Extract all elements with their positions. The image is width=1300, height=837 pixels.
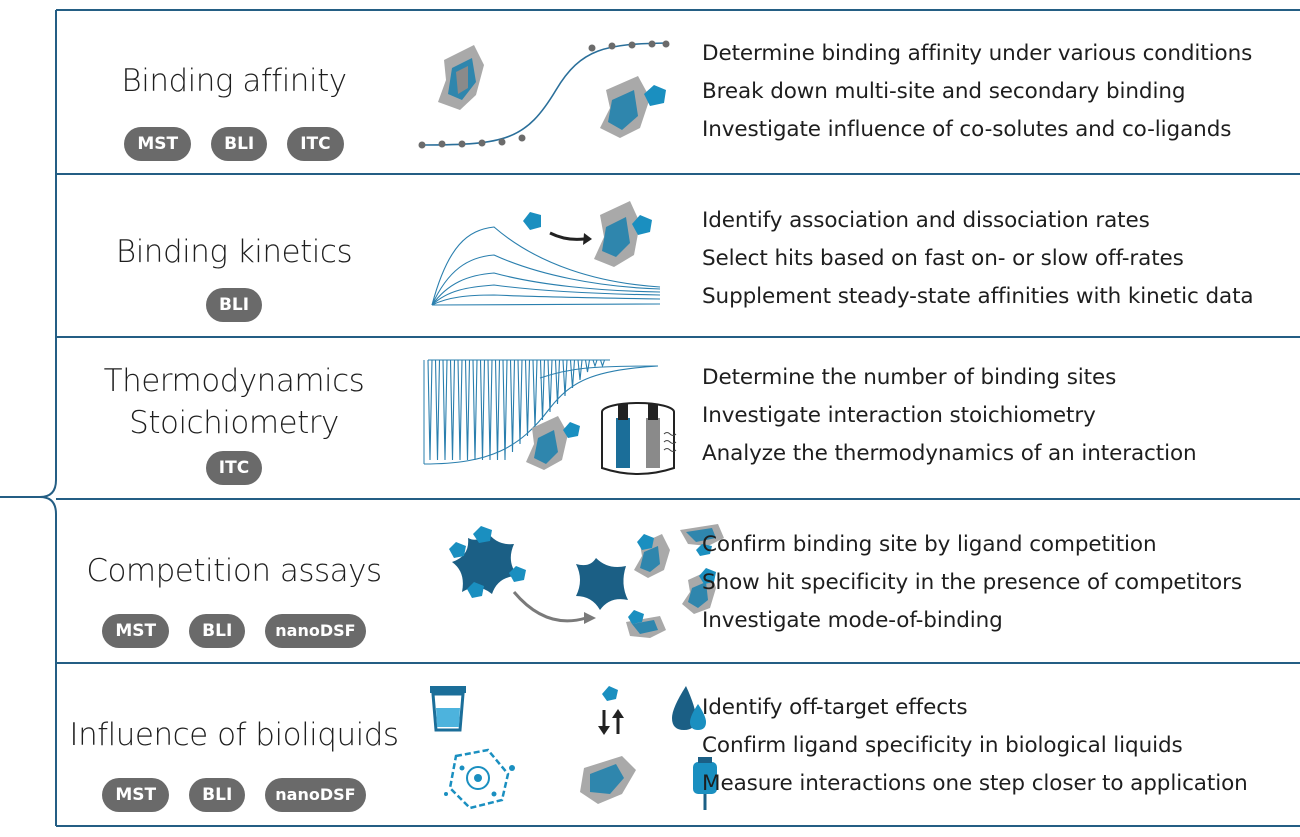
droplets-icon: [672, 686, 706, 730]
row-title-line: Thermodynamics: [103, 363, 365, 399]
row-competition-assays: Competition assays MST BLI nanoDSF: [56, 500, 1300, 662]
row-title-line: Binding affinity: [121, 63, 347, 99]
ligand-icon: [602, 686, 618, 701]
tag-itc: ITC: [205, 451, 263, 485]
bullet-item: Investigate mode-of-binding: [702, 608, 1003, 633]
tag-mst: MST: [102, 614, 170, 648]
protein-ligand-complex-icon: [626, 610, 666, 638]
bullet-item: Analyze the thermodynamics of an interac…: [702, 441, 1197, 466]
arrow-icon: [512, 591, 587, 623]
bullet-item: Confirm ligand specificity in biological…: [702, 733, 1183, 758]
bullet-item: Determine the number of binding sites: [702, 365, 1117, 390]
thermogram-peaks: [423, 359, 659, 465]
row-title: Binding kinetics: [56, 231, 412, 273]
binding-curve-points: [418, 40, 670, 149]
protein-structure-icon: [580, 756, 636, 804]
bullet-list: Confirm binding site by ligand competiti…: [702, 526, 1292, 640]
protein-ligand-complex-icon: [634, 534, 670, 578]
row-title: Competition assays: [56, 550, 412, 592]
binding-curve-figure: [418, 40, 670, 149]
calorimeter-cell-icon: [601, 402, 677, 475]
row-divider: [56, 9, 1300, 11]
bullet-item: Investigate influence of co-solutes and …: [702, 117, 1232, 142]
tag-nanodsf: nanoDSF: [265, 614, 366, 648]
iv-bag-icon: [693, 757, 717, 810]
technique-tags: MST BLI ITC: [56, 127, 412, 161]
protein-ligand-complex-icon: [680, 524, 724, 556]
cell-icon: [444, 748, 515, 810]
exchange-arrows-icon: [598, 709, 624, 735]
row-binding-kinetics: Binding kinetics BLI Identif: [56, 175, 1300, 336]
bullet-list: Determine the number of binding sites In…: [702, 359, 1292, 473]
protein-ligand-complex-icon: [682, 568, 716, 614]
tag-bli: BLI: [211, 127, 268, 161]
bullet-item: Identify off-target effects: [702, 695, 968, 720]
bullet-list: Identify off-target effects Confirm liga…: [702, 689, 1292, 803]
row-divider: [56, 825, 1300, 827]
row-divider: [56, 173, 1300, 175]
tag-mst: MST: [124, 127, 192, 161]
row-thermodynamics: Thermodynamics Stoichiometry ITC: [56, 338, 1300, 498]
row-divider: [56, 336, 1300, 338]
bullet-item: Show hit specificity in the presence of …: [702, 570, 1242, 595]
tag-bli: BLI: [189, 614, 246, 648]
kinetics-curves-figure: [431, 201, 661, 306]
tag-mst: MST: [102, 778, 170, 812]
row-bioliquids: Influence of bioliquids MST BLI nanoDSF: [56, 664, 1300, 825]
technique-tags: MST BLI nanoDSF: [56, 614, 412, 648]
tag-itc: ITC: [287, 127, 344, 161]
bullet-item: Identify association and dissociation ra…: [702, 208, 1150, 233]
row-divider: [56, 498, 1300, 500]
row-title-line: Influence of bioliquids: [69, 717, 399, 753]
bullet-item: Determine binding affinity under various…: [702, 41, 1253, 66]
technique-tags: BLI: [56, 288, 412, 322]
bullet-item: Confirm binding site by ligand competiti…: [702, 532, 1157, 557]
protein-ligand-complex-icon: [594, 201, 652, 267]
technique-tags: ITC: [56, 451, 412, 485]
row-divider: [56, 662, 1300, 664]
bullet-item: Supplement steady-state affinities with …: [702, 284, 1254, 309]
bullet-item: Investigate interaction stoichiometry: [702, 403, 1096, 428]
row-title: Influence of bioliquids: [56, 714, 412, 756]
ligand-icon: [523, 212, 541, 230]
left-brace: [0, 10, 57, 826]
tag-bli: BLI: [189, 778, 246, 812]
row-binding-affinity: Binding affinity MST BLI ITC: [56, 10, 1300, 173]
bullet-item: Measure interactions one step closer to …: [702, 771, 1248, 796]
tag-bli: BLI: [205, 288, 263, 322]
row-title-line: Binding kinetics: [115, 234, 353, 270]
protein-ligand-complex-icon: [600, 76, 666, 138]
tag-nanodsf: nanoDSF: [265, 778, 366, 812]
bullet-item: Break down multi-site and secondary bind…: [702, 79, 1186, 104]
sensorgram-curves: [431, 226, 661, 306]
target-with-ligands-icon: [449, 526, 526, 598]
protein-structure-icon: [438, 45, 484, 110]
target-free-icon: [576, 558, 628, 610]
competition-figure: [449, 524, 724, 638]
row-title: Binding affinity: [56, 60, 412, 102]
technique-tags: MST BLI nanoDSF: [56, 778, 412, 812]
protein-ligand-complex-icon: [526, 416, 580, 470]
bullet-item: Select hits based on fast on- or slow of…: [702, 246, 1184, 271]
row-title: Thermodynamics Stoichiometry: [56, 360, 412, 444]
sample-cup-icon: [430, 686, 466, 732]
arrow-icon: [549, 231, 585, 241]
row-title-line: Competition assays: [86, 553, 382, 589]
bioliquids-figure: [430, 686, 717, 810]
row-title-line: Stoichiometry: [129, 405, 339, 441]
itc-thermogram-figure: [423, 359, 677, 475]
bullet-list: Identify association and dissociation ra…: [702, 202, 1292, 316]
bullet-list: Determine binding affinity under various…: [702, 35, 1292, 149]
